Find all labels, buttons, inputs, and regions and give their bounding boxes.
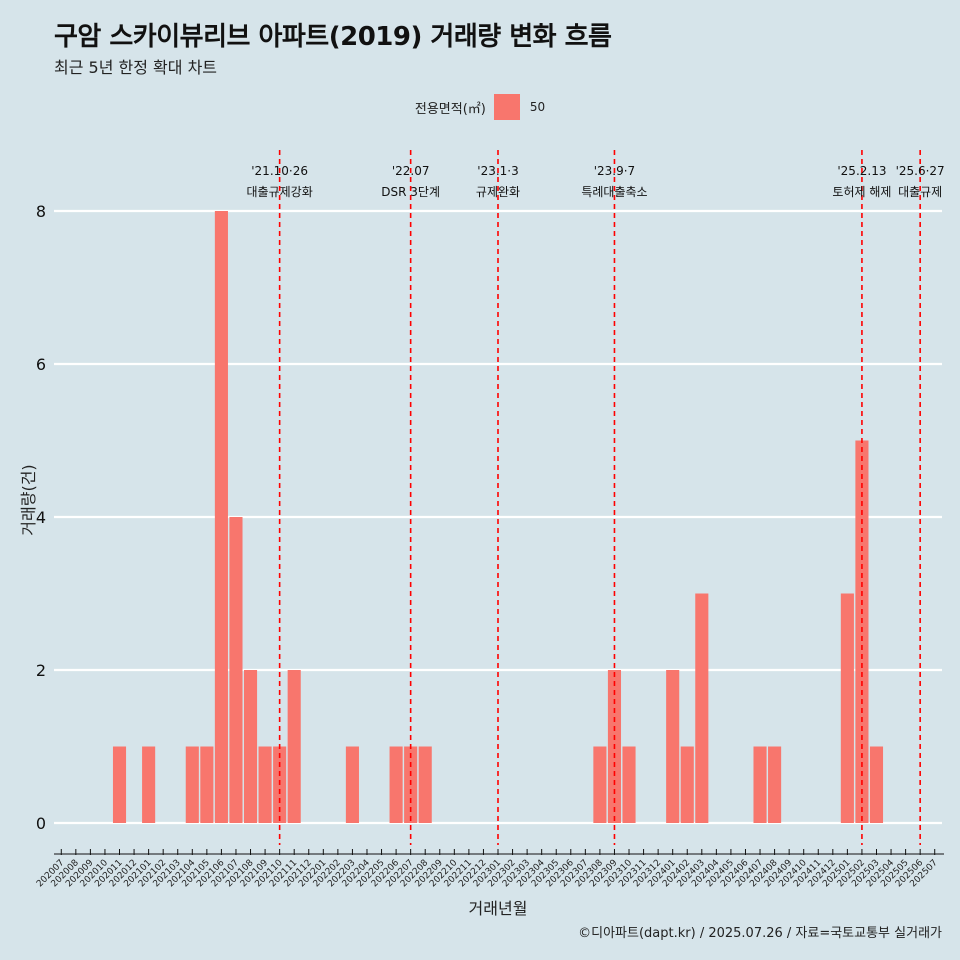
annotation-date: '23.1·3 (477, 164, 518, 178)
annotation-label: 대출규제 (898, 185, 942, 199)
bar (287, 670, 301, 823)
x-axis: 2020072020082020092020102020112020122021… (35, 849, 944, 889)
bars (112, 211, 884, 823)
bar (666, 670, 680, 823)
source-caption: ©디아파트(dapt.kr) / 2025.07.26 / 자료=국토교통부 실… (578, 926, 942, 941)
bar (185, 746, 199, 823)
bar (418, 746, 432, 823)
annotation-date: '25.6·27 (896, 164, 945, 178)
y-tick-label: 2 (36, 661, 46, 680)
annotation-date: '22.07 (392, 164, 430, 178)
bar (258, 746, 272, 823)
bar (112, 746, 127, 823)
annotation-date: '21.10·26 (251, 164, 308, 178)
chart-subtitle: 최근 5년 한정 확대 차트 (54, 58, 218, 77)
annotation-label: 특례대출축소 (581, 185, 647, 199)
y-tick-label: 8 (36, 202, 46, 221)
bar (869, 746, 884, 823)
y-tick-label: 4 (36, 508, 46, 527)
x-axis-title: 거래년월 (469, 899, 528, 918)
annotation-labels: '21.10·26 대출규제강화 '22.07 DSR 3단계 '23.1·3 규제완화 '… (247, 164, 945, 199)
bar (214, 211, 228, 823)
bar (840, 593, 854, 823)
bar (680, 746, 694, 823)
bar (753, 746, 767, 823)
bar (142, 746, 156, 823)
annotation-label: DSR 3단계 (381, 185, 440, 199)
bar (389, 746, 403, 823)
annotation-date: '25.2.13 (837, 164, 886, 178)
legend-label: 50 (529, 100, 546, 114)
chart-title: 구암 스카이뷰리브 아파트(2019) 거래량 변화 흐름 (54, 22, 612, 52)
y-tick-label: 0 (36, 814, 46, 833)
annotation-label: 규제완화 (476, 185, 520, 199)
bar (695, 593, 709, 823)
bar (200, 746, 214, 823)
bar (768, 746, 782, 823)
y-axis: 0 2 4 6 8 (36, 202, 46, 833)
annotation-date: '23.9·7 (594, 164, 635, 178)
y-axis-title: 거래량(건) (19, 464, 38, 535)
legend: 전용면적(㎡) 50 (0, 94, 960, 120)
legend-swatch (493, 94, 520, 120)
bar (345, 746, 359, 823)
annotation-label: 대출규제강화 (247, 185, 313, 199)
bar (622, 746, 636, 823)
bar (243, 670, 258, 823)
legend-title: 전용면적(㎡) (414, 101, 486, 117)
annotation-lines (278, 150, 921, 845)
gridlines (54, 209, 942, 825)
bar (593, 746, 607, 823)
annotation-label: 토허제 해제 (832, 185, 891, 199)
bar (229, 517, 243, 823)
y-tick-label: 6 (36, 355, 46, 374)
